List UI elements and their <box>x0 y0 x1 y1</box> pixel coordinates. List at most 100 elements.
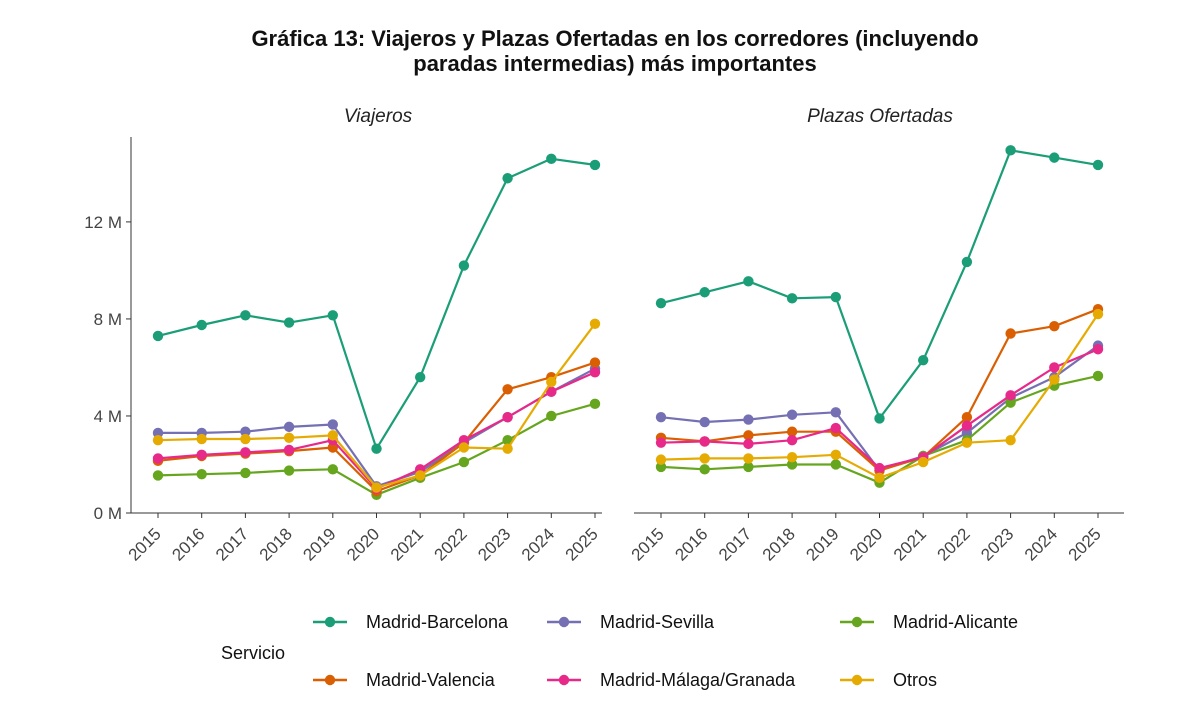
y-tick-label: 4 M <box>94 407 122 426</box>
legend-item: Madrid-Málaga/Granada <box>547 670 796 690</box>
x-tick-label: 2019 <box>802 524 842 564</box>
data-point <box>1092 308 1104 320</box>
legend-label: Madrid-Barcelona <box>366 612 509 632</box>
legend-key-marker <box>558 616 570 628</box>
data-point <box>458 435 470 446</box>
data-point <box>743 453 754 464</box>
x-tick-label: 2018 <box>256 524 296 564</box>
data-point <box>655 454 667 465</box>
series-line <box>157 371 596 490</box>
legend-key-marker <box>324 674 336 686</box>
x-tick-label: 2021 <box>387 524 427 564</box>
data-point <box>196 319 207 331</box>
data-point <box>699 436 710 447</box>
series-otros <box>655 308 1104 484</box>
data-point <box>371 443 382 454</box>
data-point <box>655 461 667 473</box>
data-point <box>961 437 973 448</box>
data-point <box>240 447 251 458</box>
series-madrid-barcelona <box>655 145 1104 424</box>
x-tick-label: 2016 <box>168 524 208 564</box>
x-tick-label: 2015 <box>125 524 165 564</box>
data-point <box>699 287 710 298</box>
x-tick-label: 2018 <box>759 524 799 564</box>
data-point <box>786 452 798 463</box>
x-tick-label: 2025 <box>562 524 602 564</box>
series-madrid-m-laga-granada <box>152 367 601 494</box>
legend-item: Madrid-Barcelona <box>313 612 509 632</box>
data-point <box>240 467 251 479</box>
x-tick-label: 2023 <box>977 524 1017 564</box>
panel-title: Plazas Ofertadas <box>807 106 953 127</box>
x-tick-label: 2015 <box>628 524 668 564</box>
x-tick-label: 2024 <box>518 524 558 564</box>
data-point <box>589 367 601 378</box>
x-tick-label: 2022 <box>934 524 974 564</box>
data-point <box>589 398 601 410</box>
legend-title: Servicio <box>221 643 285 663</box>
data-point <box>699 453 710 464</box>
data-point <box>743 438 754 450</box>
data-point <box>699 464 710 475</box>
data-point <box>918 456 929 468</box>
data-point <box>458 442 470 453</box>
data-point <box>1049 152 1060 163</box>
data-point <box>1005 397 1016 408</box>
legend-key-marker <box>851 616 863 628</box>
data-point <box>1005 145 1016 156</box>
data-point <box>961 427 973 439</box>
legend-label: Otros <box>893 670 937 690</box>
data-point <box>152 435 164 446</box>
chart-title: Gráfica 13: Viajeros y Plazas Ofertadas … <box>0 26 1200 76</box>
x-tick-label: 2025 <box>1065 524 1105 564</box>
data-point <box>458 260 470 271</box>
data-point <box>786 426 798 437</box>
data-point <box>786 409 798 420</box>
series-madrid-valencia <box>655 304 1104 476</box>
data-point <box>327 430 338 441</box>
data-point <box>546 410 557 422</box>
legend-item: Otros <box>840 670 937 690</box>
data-point <box>655 411 667 423</box>
data-point <box>1049 362 1060 373</box>
series-line <box>660 149 1099 420</box>
data-point <box>743 461 754 473</box>
data-point <box>830 449 841 460</box>
x-tick-label: 2017 <box>715 524 755 564</box>
data-point <box>502 384 513 395</box>
data-point <box>283 432 295 443</box>
data-point <box>874 413 885 424</box>
series-madrid-sevilla <box>655 340 1104 476</box>
data-point <box>786 293 798 304</box>
panel-1: Viajeros 0 M 4 M 8 M 12 M 2015 2016 2017 2018 201… <box>84 106 602 565</box>
data-point <box>283 465 295 476</box>
legend-key-marker <box>558 674 570 686</box>
data-point <box>830 291 841 303</box>
data-point <box>1005 328 1016 339</box>
data-point <box>961 420 973 431</box>
data-point <box>874 462 885 474</box>
data-point <box>327 442 338 453</box>
legend-item: Madrid-Sevilla <box>547 612 715 632</box>
legend-item: Madrid-Alicante <box>840 612 1018 632</box>
data-point <box>240 426 251 437</box>
data-point <box>502 411 513 423</box>
data-point <box>830 422 841 434</box>
series-madrid-m-laga-granada <box>655 344 1104 474</box>
panel-title: Viajeros <box>344 106 413 127</box>
series-otros <box>152 318 601 493</box>
data-point <box>502 443 513 454</box>
y-tick-label: 12 M <box>84 213 122 232</box>
series-line <box>660 313 1099 479</box>
data-point <box>1092 159 1104 171</box>
data-point <box>240 433 251 445</box>
chart-title-line-1: Gráfica 13: Viajeros y Plazas Ofertadas … <box>251 26 979 51</box>
data-point <box>1092 370 1104 382</box>
data-point <box>546 153 557 165</box>
data-point <box>961 411 973 423</box>
data-point <box>240 310 251 321</box>
data-point <box>655 297 667 309</box>
x-tick-label: 2019 <box>299 524 339 564</box>
data-point <box>327 419 338 430</box>
